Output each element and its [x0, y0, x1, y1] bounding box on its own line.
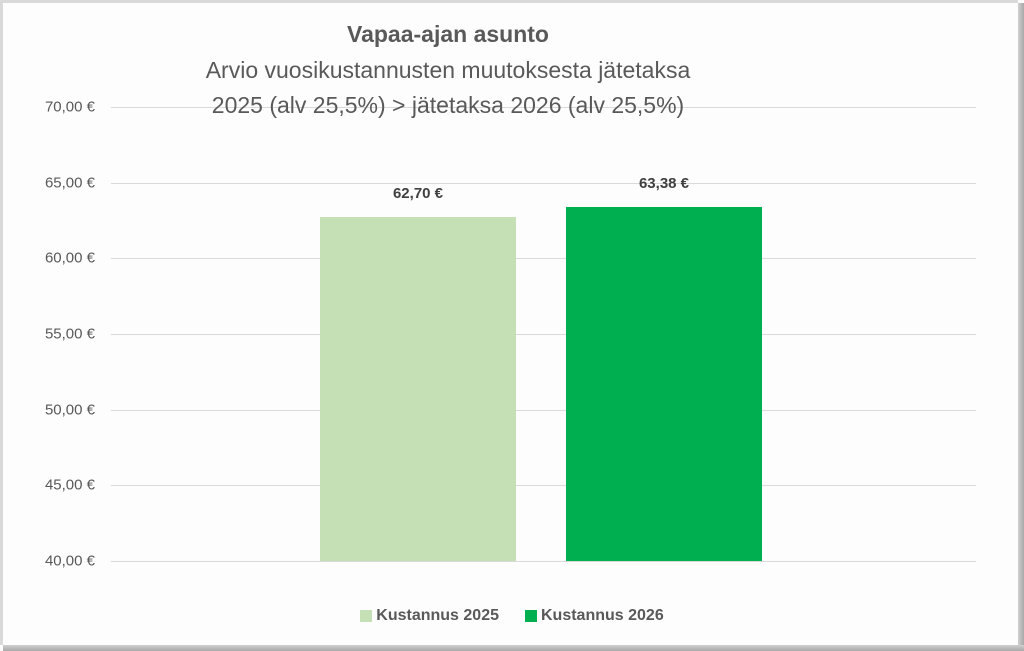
legend-label-2025: Kustannus 2025 — [376, 607, 499, 624]
gridline — [111, 258, 976, 260]
legend-swatch-2026 — [525, 610, 537, 622]
y-axis-tick-label: 65,00 € — [44, 174, 95, 192]
legend-label-2026: Kustannus 2026 — [541, 607, 664, 624]
chart-subtitle-line-1: Arvio vuosikustannusten muutoksesta jäte… — [205, 57, 691, 83]
gridline — [111, 107, 976, 108]
bar-kustannus-2026 — [566, 207, 762, 561]
gridline — [111, 485, 976, 487]
y-axis-tick-label: 55,00 € — [44, 325, 95, 343]
y-axis-tick-label: 40,00 € — [44, 552, 95, 570]
frame-shadow-right — [1018, 3, 1024, 651]
legend-item-2026: Kustannus 2026 — [525, 607, 664, 625]
data-label: 63,38 € — [638, 175, 690, 193]
y-axis-tick-label: 70,00 € — [44, 98, 95, 116]
legend-item-2025: Kustannus 2025 — [360, 607, 499, 625]
gridline — [111, 334, 976, 335]
bar-kustannus-2025 — [320, 217, 516, 561]
gridline — [111, 182, 976, 184]
y-axis-tick-label: 60,00 € — [44, 249, 95, 267]
data-label: 62,70 € — [392, 185, 444, 203]
legend-swatch-2025 — [360, 610, 373, 622]
gridline — [111, 561, 976, 562]
legend: Kustannus 2025 Kustannus 2026 — [3, 607, 1021, 625]
gridline — [111, 409, 976, 411]
y-axis-tick-label: 45,00 € — [44, 476, 95, 494]
y-axis-tick-label: 50,00 € — [44, 401, 95, 419]
chart-subtitle-line-2: 2025 (alv 25,5%) > jätetaksa 2026 (alv 2… — [211, 92, 685, 118]
frame-shadow-bottom — [3, 645, 1024, 651]
chart-title: Vapaa-ajan asunto — [347, 21, 549, 47]
